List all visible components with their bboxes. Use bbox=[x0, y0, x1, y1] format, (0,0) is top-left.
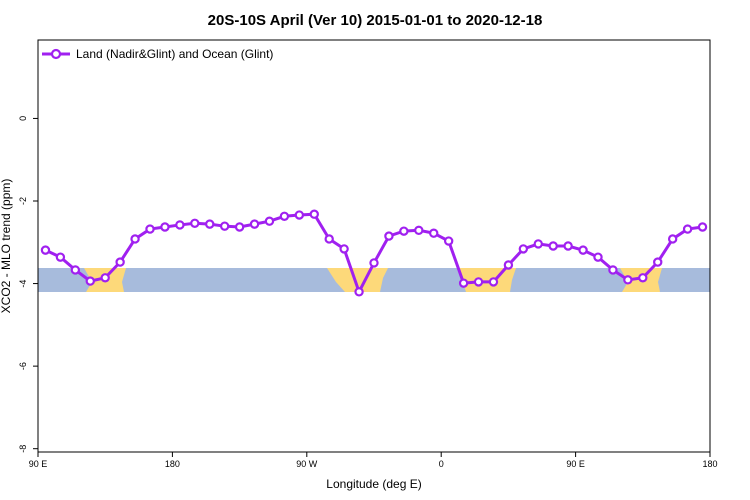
point bbox=[145, 224, 155, 234]
point bbox=[115, 257, 125, 267]
point bbox=[414, 225, 424, 236]
x-tick-label: 180 bbox=[165, 459, 180, 469]
point bbox=[503, 260, 514, 270]
point bbox=[608, 265, 618, 275]
point bbox=[205, 219, 215, 229]
point bbox=[533, 239, 543, 249]
x-tick-label: 90 E bbox=[29, 459, 48, 469]
point bbox=[70, 265, 81, 275]
point bbox=[309, 209, 319, 219]
point bbox=[429, 228, 439, 238]
y-tick-label: -8 bbox=[18, 445, 28, 453]
legend-marker bbox=[50, 48, 62, 60]
point bbox=[40, 245, 51, 255]
point bbox=[548, 241, 558, 251]
point bbox=[369, 258, 379, 268]
map-strip bbox=[38, 268, 710, 292]
point bbox=[399, 226, 409, 236]
point bbox=[473, 277, 484, 287]
point bbox=[443, 236, 454, 246]
point bbox=[354, 287, 364, 297]
point bbox=[667, 234, 678, 244]
point bbox=[85, 276, 95, 286]
point bbox=[593, 252, 603, 262]
x-axis-label: Longitude (deg E) bbox=[326, 477, 421, 491]
point bbox=[563, 241, 573, 251]
point bbox=[264, 216, 275, 226]
y-tick-label: -2 bbox=[18, 197, 28, 205]
point bbox=[190, 218, 200, 228]
point bbox=[294, 210, 305, 220]
plot-frame bbox=[37, 39, 711, 453]
point bbox=[578, 245, 588, 255]
point bbox=[130, 234, 140, 244]
point bbox=[653, 257, 663, 267]
x-tick-label: 90 W bbox=[296, 459, 318, 469]
point bbox=[518, 244, 529, 254]
x-tick-label: 180 bbox=[702, 459, 717, 469]
y-axis-label: XCO2 - MLO trend (ppm) bbox=[0, 179, 13, 314]
point bbox=[279, 211, 290, 221]
point bbox=[682, 224, 693, 234]
y-tick-label: 0 bbox=[18, 116, 28, 121]
point bbox=[249, 219, 260, 229]
point bbox=[458, 278, 469, 288]
x-tick-label: 90 E bbox=[566, 459, 585, 469]
legend-label: Land (Nadir&Glint) and Ocean (Glint) bbox=[76, 47, 273, 61]
point bbox=[339, 244, 349, 254]
y-tick-label: -4 bbox=[18, 280, 28, 288]
point bbox=[100, 273, 110, 283]
point bbox=[384, 231, 394, 241]
chart-title: 20S-10S April (Ver 10) 2015-01-01 to 202… bbox=[208, 12, 543, 29]
point bbox=[219, 221, 230, 231]
point bbox=[234, 222, 245, 232]
point bbox=[175, 220, 185, 230]
point bbox=[638, 273, 648, 283]
land bbox=[327, 268, 388, 292]
point bbox=[697, 222, 708, 232]
y-tick-label: -6 bbox=[18, 362, 28, 370]
point bbox=[324, 234, 334, 244]
point bbox=[160, 222, 170, 232]
point bbox=[623, 275, 633, 285]
point bbox=[55, 252, 66, 262]
point bbox=[488, 277, 499, 287]
x-tick-label: 0 bbox=[439, 459, 444, 469]
